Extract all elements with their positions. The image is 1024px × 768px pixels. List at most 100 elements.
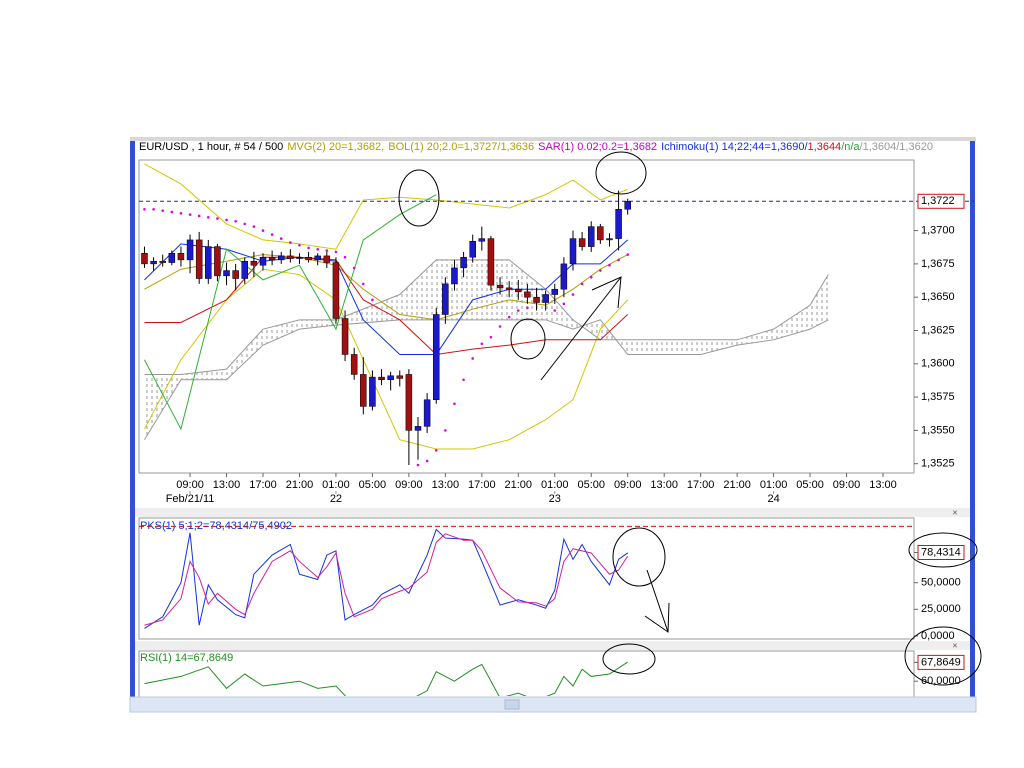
candle-body (350, 354, 358, 375)
annotation-circle (612, 527, 666, 587)
sar-dot (170, 210, 174, 214)
y-tick-label: 1,3550 (921, 424, 955, 436)
sar-dot (371, 298, 374, 302)
sar-dot (343, 255, 347, 259)
candle-body (524, 291, 531, 298)
sar-dot (152, 207, 155, 211)
x-tick-label: 13:00 (213, 479, 241, 491)
candle-body (615, 209, 622, 239)
candle-body (387, 375, 394, 381)
sar-dot (334, 250, 338, 254)
last-value-box (917, 544, 965, 560)
sar-dot (444, 429, 447, 432)
panel-separator (135, 641, 970, 650)
sar-dot (526, 306, 529, 310)
candle-body (186, 239, 194, 261)
main-panel-frame (138, 159, 915, 474)
candle-body (460, 256, 467, 269)
sar-dot (179, 211, 183, 215)
candle-body (423, 399, 431, 427)
x-tick-label: 09:00 (614, 479, 642, 491)
sar-dot (425, 459, 429, 463)
annotation-arrow (591, 276, 622, 309)
horizontal-scrollbar[interactable] (129, 696, 977, 713)
x-tick-label: 17:00 (468, 479, 496, 491)
candle-body (405, 374, 413, 431)
candle-body (432, 314, 440, 400)
chart-area (135, 141, 970, 697)
close-icon[interactable]: × (952, 507, 957, 517)
candle-body (469, 240, 476, 258)
sar-dot (516, 309, 520, 312)
panel-title: RSI(1) 14=67,8649 (140, 652, 233, 664)
y-tick-label: 1,3625 (921, 324, 955, 336)
candle-body (287, 255, 294, 259)
legend: EUR/USD , 1 hour, # 54 / 500 MVG(2) 20=1,… (139, 141, 933, 153)
y-tick-label: 1,3525 (921, 458, 955, 470)
candle-body (478, 238, 486, 242)
annotation-circle (602, 643, 656, 675)
sar-dot (197, 214, 201, 218)
candle-body (323, 255, 331, 263)
sar-dot (206, 215, 210, 219)
sar-dot (234, 219, 237, 223)
legend-item: MVG(2) 20=1,3682, (287, 141, 384, 153)
sar-dot (143, 207, 146, 211)
sar-dot (225, 218, 228, 222)
sar-dot (489, 335, 493, 339)
panel-separator (135, 508, 970, 517)
candle-body (624, 201, 631, 210)
candle-body (296, 256, 303, 259)
sar-dot (325, 249, 329, 252)
candle-body (159, 260, 166, 263)
legend-item: SAR(1) 0.02;0.2=1,3682 (538, 141, 657, 153)
sar-dot (316, 247, 320, 251)
last-value-label: 67,8649 (921, 656, 961, 668)
y-tick-label: 1,3675 (921, 258, 955, 270)
close-icon[interactable]: × (952, 640, 957, 650)
sar-dot (188, 213, 192, 216)
sar-dot (626, 253, 630, 256)
candle-body (442, 283, 449, 315)
window-left-border (130, 141, 135, 697)
candle-body (569, 238, 577, 265)
last-value-label: 78,4314 (921, 546, 961, 558)
y-tick-label: 25,0000 (921, 603, 961, 615)
candle-body (505, 287, 513, 290)
sar-dot (243, 222, 247, 226)
sar-dot (361, 282, 365, 286)
pks-panel-frame (138, 517, 915, 640)
x-tick-label: 17:00 (687, 479, 715, 491)
x-tick-label: 13:00 (869, 479, 897, 491)
sar-dot (352, 266, 356, 270)
indicator-line (144, 533, 629, 626)
candle-body (150, 260, 157, 265)
sar-dot (216, 217, 219, 220)
sar-dot (580, 282, 584, 286)
candle-body (205, 246, 212, 279)
candle-body (332, 262, 340, 319)
x-tick-label: 05:00 (359, 479, 387, 491)
x-tick-label: 17:00 (249, 479, 277, 491)
y-tick-label: 1,3700 (921, 224, 955, 236)
last-price-box (917, 193, 965, 209)
candle-body (496, 284, 504, 289)
sar-dot (471, 357, 475, 360)
indicator-line (144, 268, 629, 450)
cloud-span-b (144, 319, 829, 440)
indicator-line (144, 661, 628, 696)
annotation-arrow (646, 569, 669, 633)
candle-body (195, 239, 203, 279)
date-tick-label: 23 (549, 493, 561, 505)
candle-body (533, 296, 540, 303)
x-tick-label: 09:00 (176, 479, 204, 491)
candle-body (587, 226, 595, 247)
x-tick-label: 09:00 (395, 479, 423, 491)
annotation-arrow (540, 276, 622, 381)
y-tick-label: 0,0000 (921, 630, 955, 642)
date-tick-label: 24 (767, 493, 779, 505)
cloud-span-a (144, 259, 829, 375)
candle-body (232, 270, 239, 279)
scroll-thumb[interactable] (504, 699, 520, 710)
